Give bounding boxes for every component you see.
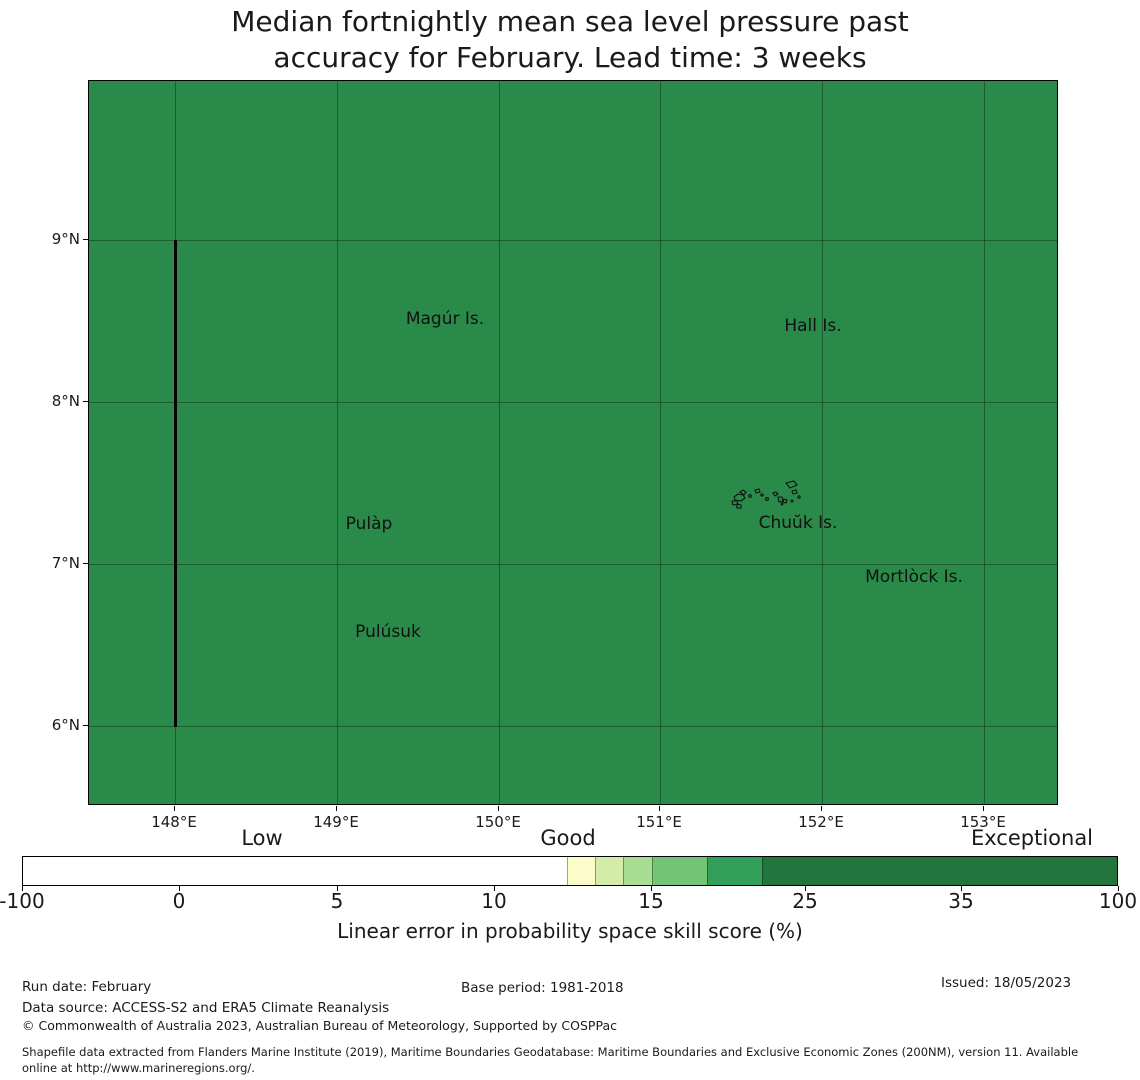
colorbar-category-low: Low (241, 826, 283, 850)
y-tick-label-9n: 9°N (51, 230, 80, 248)
colorbar-tick-5: 5 (330, 889, 344, 913)
page-title-line-1: Median fortnightly mean sea level pressu… (231, 5, 909, 38)
colorbar-tick-mark (179, 886, 180, 891)
map-label-pulap: Pulàp (345, 514, 393, 534)
colorbar-segment-15-25 (651, 857, 708, 885)
x-tick-label-150e: 150°E (475, 813, 521, 831)
footer-shapefile-note: Shapefile data extracted from Flanders M… (22, 1044, 1078, 1076)
colorbar-tick-100: 100 (1098, 889, 1138, 913)
colorbar-tick-mark (22, 886, 23, 891)
footer-run-date: Run date: February (22, 979, 152, 995)
x-tick-label-149e: 149°E (313, 813, 359, 831)
page-title-line-2: accuracy for February. Lead time: 3 week… (273, 41, 867, 74)
footer-issued: Issued: 18/05/2023 (941, 975, 1072, 991)
gridline-lon-149 (337, 81, 338, 804)
x-tick-label-153e: 153°E (960, 813, 1006, 831)
y-tick-label-6n: 6°N (51, 716, 80, 734)
x-tick-mark (336, 806, 337, 811)
colorbar-segment-10-15 (623, 857, 652, 885)
colorbar-category-good: Good (540, 826, 596, 850)
colorbar-tick-35: 35 (948, 889, 974, 913)
eez-boundary-line (174, 240, 177, 727)
gridline-lon-151 (660, 81, 661, 804)
y-tick-mark (83, 563, 88, 564)
x-tick-label-148e: 148°E (151, 813, 197, 831)
gridline-lat-9 (89, 240, 1057, 241)
colorbar-axis-label: Linear error in probability space skill … (337, 919, 803, 943)
map-label-mortlock-is: Mortlòck Is. (865, 567, 963, 587)
footer-data-source: Data source: ACCESS-S2 and ERA5 Climate … (22, 1000, 390, 1016)
x-tick-mark (983, 806, 984, 811)
colorbar-category-exceptional: Exceptional (970, 826, 1094, 850)
footer-shapefile-line-1: Shapefile data extracted from Flanders M… (22, 1045, 1079, 1059)
colorbar-tick-mark (494, 886, 495, 891)
colorbar-tick-15: 15 (638, 889, 664, 913)
x-tick-label-151e: 151°E (636, 813, 682, 831)
colorbar-tick-mark (1118, 886, 1119, 891)
x-tick-mark (821, 806, 822, 811)
x-tick-label-152e: 152°E (798, 813, 844, 831)
gridline-lon-153 (984, 81, 985, 804)
gridline-lat-7 (89, 564, 1057, 565)
y-tick-label-7n: 7°N (51, 554, 80, 572)
colorbar-tick-mark (961, 886, 962, 891)
x-tick-mark (659, 806, 660, 811)
y-tick-mark (83, 239, 88, 240)
map-label-pulusuk: Pulúsuk (355, 622, 421, 642)
gridline-lon-150 (499, 81, 500, 804)
colorbar-segment-0-5 (567, 857, 596, 885)
gridline-lon-152 (822, 81, 823, 804)
colorbar-segment-5-10 (595, 857, 624, 885)
colorbar-tick-mark (651, 886, 652, 891)
y-tick-label-8n: 8°N (51, 392, 80, 410)
colorbar-gradient (22, 856, 1118, 886)
colorbar-segment-35-100 (762, 857, 1118, 885)
colorbar-tick-mark (337, 886, 338, 891)
colorbar-segment-25-35 (707, 857, 763, 885)
footer-copyright: © Commonwealth of Australia 2023, Austra… (22, 1018, 617, 1033)
footer-base-period: Base period: 1981-2018 (461, 980, 624, 996)
colorbar-tick-10: 10 (481, 889, 507, 913)
colorbar-tick-25: 25 (792, 889, 818, 913)
footer-shapefile-line-2: online at http://www.marineregions.org/. (22, 1061, 255, 1075)
colorbar-segment--100-0 (23, 857, 567, 885)
y-tick-mark (83, 401, 88, 402)
page-title: Median fortnightly mean sea level pressu… (0, 4, 1140, 76)
colorbar[interactable] (22, 856, 1119, 891)
gridline-lat-6 (89, 726, 1057, 727)
colorbar-tick-0: 0 (172, 889, 186, 913)
y-tick-mark (83, 725, 88, 726)
chuuk-island-shapes (731, 480, 801, 509)
colorbar-tick-mark (805, 886, 806, 891)
x-tick-mark (174, 806, 175, 811)
gridline-lat-8 (89, 402, 1057, 403)
map-label-hall-is: Hall Is. (784, 316, 842, 336)
map-plot-area[interactable]: Magúr Is. Hall Is. Pulàp Chuŭk Is. Mortl… (88, 80, 1058, 805)
colorbar-tick--100: -100 (0, 889, 45, 913)
x-tick-mark (498, 806, 499, 811)
map-label-magur-is: Magúr Is. (405, 309, 485, 329)
map-label-chuuk-is: Chuŭk Is. (758, 513, 838, 533)
